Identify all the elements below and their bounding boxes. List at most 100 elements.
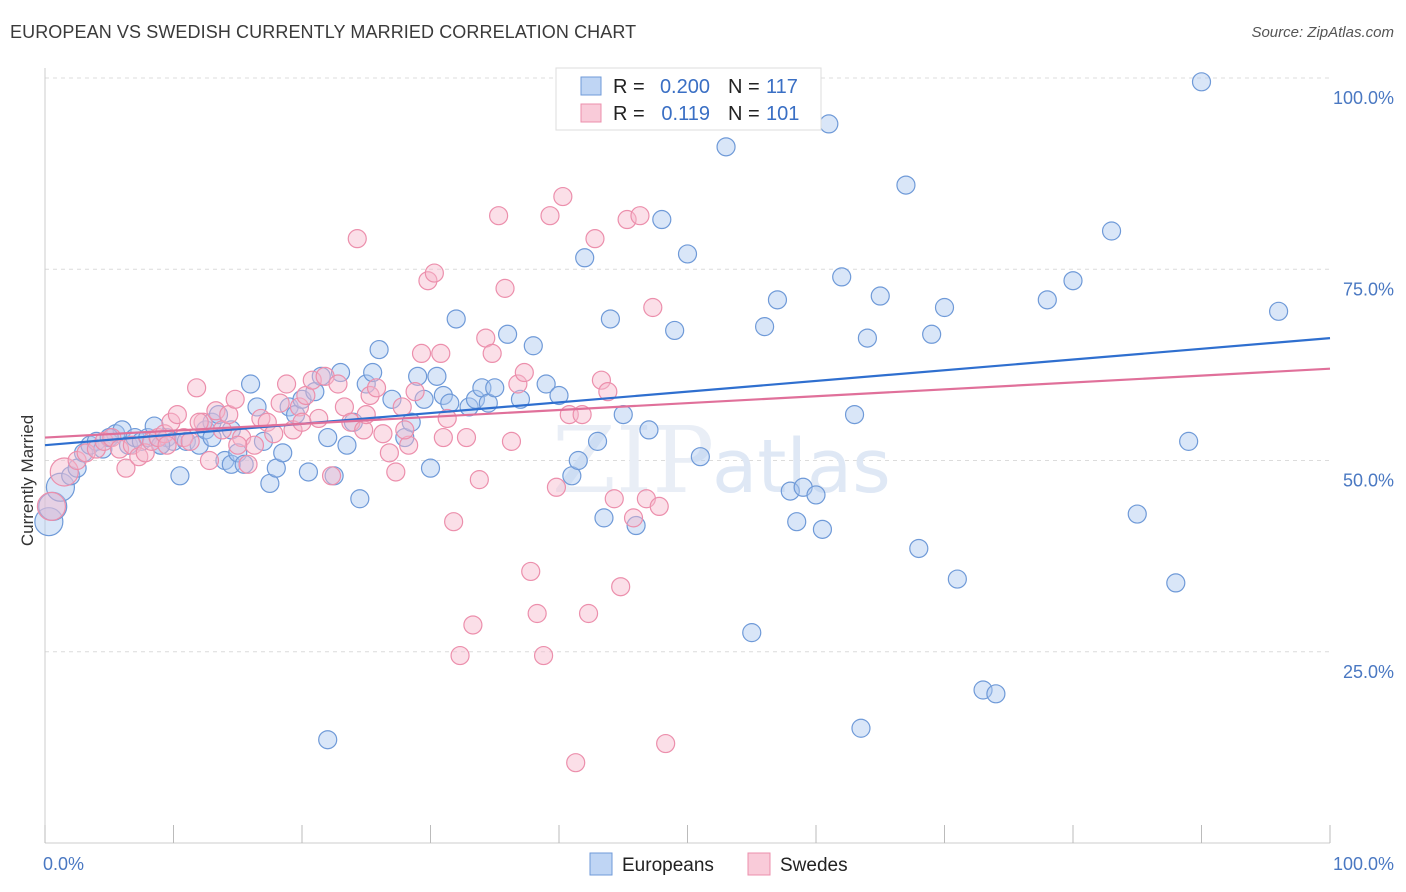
swedes-point — [386, 462, 406, 482]
europeans-point — [1179, 431, 1199, 451]
europeans-point — [812, 519, 833, 539]
europeans-point — [1268, 301, 1289, 321]
europeans-point — [446, 309, 466, 329]
europeans-point — [575, 248, 595, 268]
europeans-point — [549, 385, 569, 406]
europeans-point — [754, 317, 775, 337]
bottom-legend-swatch — [589, 852, 613, 876]
europeans-point — [986, 684, 1006, 704]
europeans-point — [382, 389, 402, 409]
swedes-point — [424, 263, 444, 283]
swedes-point — [395, 420, 415, 440]
y-axis-title: Currently Married — [18, 415, 37, 546]
swedes-point — [347, 229, 367, 249]
source-credit: Source: ZipAtlas.com — [1251, 24, 1394, 41]
swedes-point — [585, 229, 605, 249]
swedes-point — [463, 615, 483, 635]
swedes-point — [431, 343, 451, 363]
swedes-point — [244, 435, 265, 455]
swedes-point — [187, 378, 207, 398]
europeans-point — [652, 209, 672, 230]
swedes-point — [199, 450, 220, 471]
swedes-point — [533, 645, 554, 666]
swedes-point — [157, 435, 177, 455]
europeans-point — [742, 623, 762, 643]
swedes-trend-line — [44, 367, 1331, 439]
europeans-point — [318, 427, 338, 448]
europeans-point — [420, 458, 441, 478]
axes: 25.0% 50.0% 75.0% 100.0% 0.0% 100.0% — [43, 68, 1394, 874]
europeans-point — [459, 397, 479, 417]
swedes-point — [433, 427, 453, 448]
swedes-point — [514, 362, 534, 383]
europeans-point — [356, 374, 376, 394]
legend-r-value: 0.200 — [660, 76, 710, 98]
series-swedes-points — [36, 68, 682, 773]
series-europeans-points — [34, 72, 1289, 750]
swedes-point — [309, 408, 329, 429]
y-tick-label: 25.0% — [1343, 662, 1394, 682]
legend-n-label: N = — [728, 76, 760, 98]
swedes-point — [604, 489, 624, 509]
swedes-point — [270, 393, 290, 413]
europeans-point — [844, 405, 865, 425]
europeans-point — [330, 362, 351, 383]
europeans-point — [857, 328, 878, 348]
grid-lines — [45, 77, 1330, 653]
swedes-point — [630, 206, 650, 226]
europeans-point — [427, 366, 447, 386]
swedes-point — [36, 491, 67, 521]
legend-r-label: R = — [613, 103, 645, 125]
swedes-point — [578, 603, 599, 624]
europeans-point — [780, 481, 800, 501]
legend-swatch — [580, 103, 602, 123]
swedes-point — [521, 561, 541, 582]
europeans-point — [433, 385, 453, 406]
y-tick-label: 75.0% — [1343, 279, 1394, 299]
swedes-point — [456, 427, 477, 448]
swedes-point — [508, 374, 528, 394]
swedes-point — [411, 343, 432, 363]
europeans-point — [922, 324, 942, 344]
europeans-point — [298, 462, 319, 482]
swedes-point — [617, 209, 637, 230]
europeans-point — [819, 114, 839, 134]
swedes-point — [167, 405, 187, 425]
swedes-point — [379, 443, 399, 463]
swedes-point — [553, 186, 573, 207]
swedes-point — [501, 431, 522, 451]
x-tick-label: 0.0% — [43, 854, 84, 874]
swedes-point — [591, 370, 612, 390]
legend-r-label: R = — [613, 76, 645, 98]
legend: R = 0.200 N = 117 R = 0.119 N = 101 — [555, 67, 822, 131]
europeans-point — [677, 244, 698, 264]
europeans-point — [337, 435, 357, 455]
swedes-point — [405, 382, 425, 402]
y-tick-label: 100.0% — [1333, 88, 1394, 108]
europeans-point — [1191, 72, 1212, 92]
swedes-point — [289, 397, 310, 417]
europeans-point — [639, 420, 659, 440]
europeans-point — [1166, 573, 1186, 593]
europeans-point — [1063, 271, 1083, 291]
x-tick-label: 100.0% — [1333, 854, 1394, 874]
europeans-point — [626, 515, 646, 536]
europeans-point — [587, 431, 608, 451]
europeans-point — [318, 730, 338, 750]
swedes-point — [135, 443, 155, 463]
europeans-point — [934, 297, 955, 318]
swedes-point — [643, 297, 663, 318]
bottom-legend: Europeans Swedes — [589, 852, 848, 876]
europeans-point — [170, 466, 190, 486]
swedes-point — [540, 206, 560, 226]
swedes-point — [450, 645, 470, 666]
europeans-point — [973, 680, 993, 700]
europeans-point — [909, 538, 929, 559]
swedes-point — [366, 378, 387, 398]
legend-swatch — [580, 76, 602, 96]
europeans-point — [787, 512, 807, 532]
swedes-point — [566, 753, 586, 773]
legend-n-value: 101 — [766, 103, 799, 125]
swedes-point — [360, 385, 380, 406]
